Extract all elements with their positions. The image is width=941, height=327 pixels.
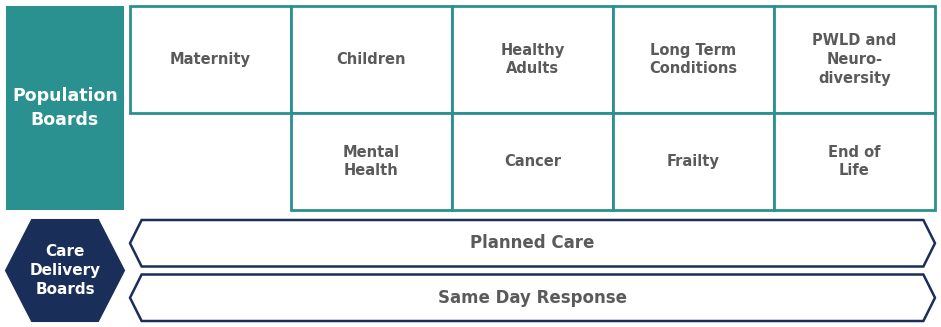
Text: Frailty: Frailty (667, 154, 720, 169)
Bar (291, 113, 452, 210)
Text: Children: Children (337, 52, 407, 67)
Bar (452, 6, 613, 113)
Polygon shape (130, 220, 935, 267)
Text: Cancer: Cancer (504, 154, 561, 169)
Bar (613, 6, 774, 113)
Text: Same Day Response: Same Day Response (438, 289, 627, 307)
Bar (291, 6, 452, 113)
Text: Long Term
Conditions: Long Term Conditions (649, 43, 738, 76)
Text: Mental
Health: Mental Health (343, 145, 400, 178)
Bar (774, 113, 935, 210)
Polygon shape (130, 274, 935, 321)
Text: PWLD and
Neuro-
diversity: PWLD and Neuro- diversity (812, 33, 897, 86)
Bar (130, 6, 291, 113)
Bar (774, 6, 935, 113)
Text: End of
Life: End of Life (828, 145, 881, 178)
Bar (6, 6, 124, 210)
Text: Healthy
Adults: Healthy Adults (501, 43, 565, 76)
Text: Maternity: Maternity (170, 52, 251, 67)
Polygon shape (6, 220, 124, 321)
Text: Care
Delivery
Boards: Care Delivery Boards (29, 244, 101, 297)
Bar (452, 113, 613, 210)
Text: Planned Care: Planned Care (470, 234, 595, 252)
Text: Population
Boards: Population Boards (12, 87, 118, 129)
Bar (613, 113, 774, 210)
